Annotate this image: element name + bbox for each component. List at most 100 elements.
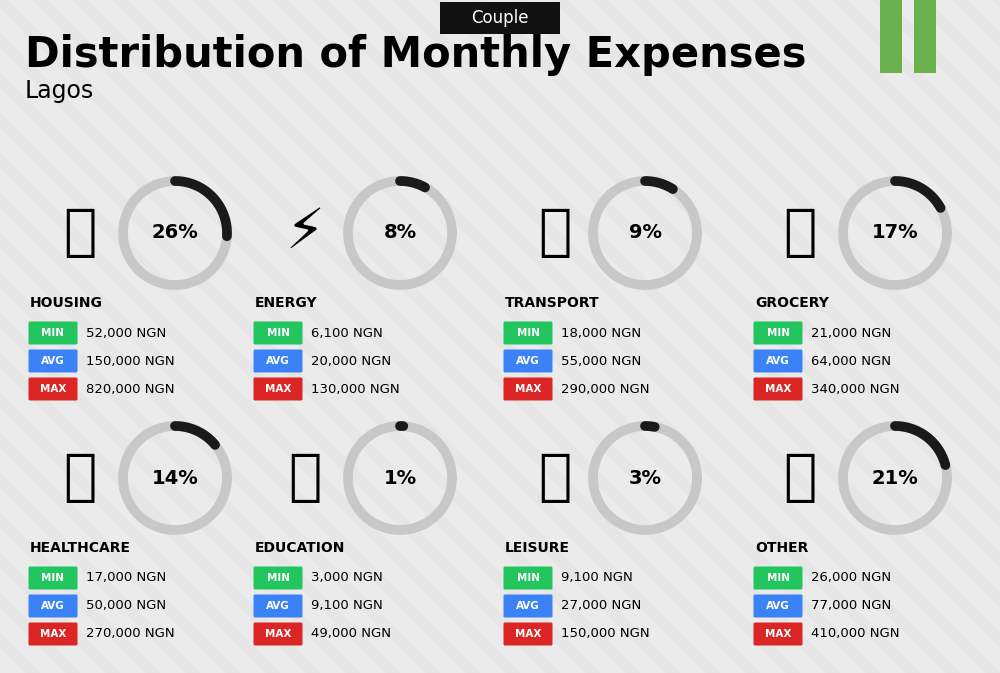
Text: MIN: MIN [42,328,64,338]
Text: MAX: MAX [515,629,541,639]
FancyBboxPatch shape [28,349,78,372]
Text: 9,100 NGN: 9,100 NGN [561,571,633,584]
Text: 49,000 NGN: 49,000 NGN [311,627,391,641]
Text: HEALTHCARE: HEALTHCARE [30,541,131,555]
FancyBboxPatch shape [28,322,78,345]
FancyBboxPatch shape [504,349,552,372]
Text: AVG: AVG [41,356,65,366]
Text: 14%: 14% [152,468,198,487]
Text: 17%: 17% [872,223,918,242]
Text: MIN: MIN [767,328,790,338]
Text: 820,000 NGN: 820,000 NGN [86,382,175,396]
FancyBboxPatch shape [254,594,302,618]
Text: MAX: MAX [40,629,66,639]
Text: 270,000 NGN: 270,000 NGN [86,627,175,641]
Text: 150,000 NGN: 150,000 NGN [86,355,175,367]
Text: AVG: AVG [41,601,65,611]
FancyBboxPatch shape [28,594,78,618]
Text: 🛒: 🛒 [783,206,817,260]
Text: 🛍: 🛍 [538,451,572,505]
FancyBboxPatch shape [254,378,302,400]
Text: GROCERY: GROCERY [755,296,829,310]
Text: 21%: 21% [872,468,918,487]
FancyBboxPatch shape [754,623,802,645]
Text: MIN: MIN [42,573,64,583]
Text: 🏥: 🏥 [63,451,97,505]
Text: 💼: 💼 [783,451,817,505]
Text: 17,000 NGN: 17,000 NGN [86,571,166,584]
Text: ENERGY: ENERGY [255,296,318,310]
Text: 26%: 26% [152,223,198,242]
Text: 64,000 NGN: 64,000 NGN [811,355,891,367]
FancyBboxPatch shape [754,322,802,345]
Text: 410,000 NGN: 410,000 NGN [811,627,900,641]
Text: 3,000 NGN: 3,000 NGN [311,571,383,584]
Text: MIN: MIN [266,573,290,583]
Text: 52,000 NGN: 52,000 NGN [86,326,166,339]
FancyBboxPatch shape [754,567,802,590]
Text: 🚌: 🚌 [538,206,572,260]
FancyBboxPatch shape [504,594,552,618]
FancyBboxPatch shape [754,378,802,400]
Text: 77,000 NGN: 77,000 NGN [811,600,891,612]
FancyBboxPatch shape [28,623,78,645]
FancyBboxPatch shape [28,567,78,590]
Text: 26,000 NGN: 26,000 NGN [811,571,891,584]
Text: 1%: 1% [383,468,417,487]
Text: 8%: 8% [383,223,417,242]
Text: AVG: AVG [766,601,790,611]
Text: ⚡: ⚡ [286,206,324,260]
Text: AVG: AVG [516,601,540,611]
Text: LEISURE: LEISURE [505,541,570,555]
Text: 🏢: 🏢 [63,206,97,260]
Text: MAX: MAX [265,384,291,394]
FancyBboxPatch shape [754,349,802,372]
Text: 340,000 NGN: 340,000 NGN [811,382,900,396]
Text: 27,000 NGN: 27,000 NGN [561,600,641,612]
Text: MAX: MAX [765,384,791,394]
Text: MIN: MIN [266,328,290,338]
Text: 6,100 NGN: 6,100 NGN [311,326,383,339]
FancyBboxPatch shape [254,322,302,345]
Text: AVG: AVG [766,356,790,366]
Text: 18,000 NGN: 18,000 NGN [561,326,641,339]
Text: MAX: MAX [265,629,291,639]
FancyBboxPatch shape [504,623,552,645]
Text: 150,000 NGN: 150,000 NGN [561,627,650,641]
Text: MAX: MAX [40,384,66,394]
Text: HOUSING: HOUSING [30,296,103,310]
Text: 9,100 NGN: 9,100 NGN [311,600,383,612]
Text: MIN: MIN [516,573,540,583]
FancyBboxPatch shape [254,623,302,645]
Text: EDUCATION: EDUCATION [255,541,345,555]
Text: MAX: MAX [765,629,791,639]
FancyBboxPatch shape [504,567,552,590]
Bar [914,0,936,73]
Text: 55,000 NGN: 55,000 NGN [561,355,641,367]
Text: 9%: 9% [629,223,662,242]
FancyBboxPatch shape [28,378,78,400]
Text: Lagos: Lagos [25,79,94,103]
Text: 50,000 NGN: 50,000 NGN [86,600,166,612]
Text: TRANSPORT: TRANSPORT [505,296,600,310]
FancyBboxPatch shape [754,594,802,618]
Text: 20,000 NGN: 20,000 NGN [311,355,391,367]
FancyBboxPatch shape [254,349,302,372]
Text: MAX: MAX [515,384,541,394]
FancyBboxPatch shape [504,378,552,400]
Text: OTHER: OTHER [755,541,808,555]
Text: 290,000 NGN: 290,000 NGN [561,382,650,396]
Text: AVG: AVG [266,356,290,366]
Text: 3%: 3% [629,468,662,487]
FancyBboxPatch shape [440,2,560,34]
FancyBboxPatch shape [504,322,552,345]
Text: 🎓: 🎓 [288,451,322,505]
Text: MIN: MIN [767,573,790,583]
Bar [880,0,902,73]
Text: AVG: AVG [516,356,540,366]
Text: MIN: MIN [516,328,540,338]
Text: 130,000 NGN: 130,000 NGN [311,382,400,396]
FancyBboxPatch shape [254,567,302,590]
Text: Couple: Couple [471,9,529,27]
Text: 21,000 NGN: 21,000 NGN [811,326,891,339]
